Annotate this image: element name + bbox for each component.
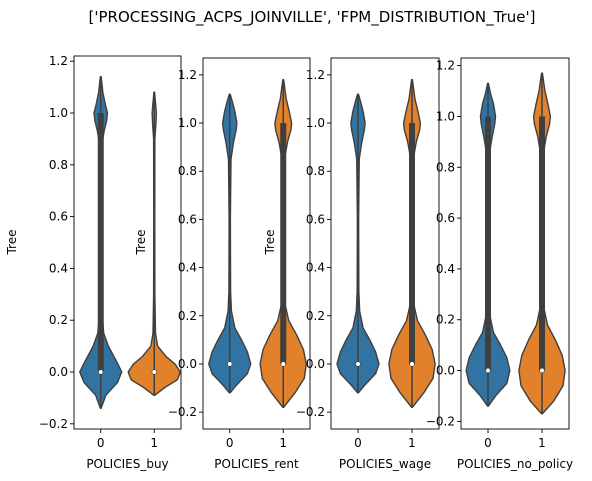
y-tick-label: 0.2: [178, 309, 197, 323]
x-tick-label: 0: [97, 436, 105, 450]
violin-iqr-0: [485, 116, 491, 371]
panel-2: −0.2 0.0 0.2 0.4 0.6 0.8 1.0 1.2 0 1 POLICIES_rent…: [134, 57, 311, 471]
violin-median-1: [539, 367, 545, 374]
y-tick-label: −0.2: [426, 414, 455, 428]
y-tick-label: 0.6: [306, 212, 325, 226]
x-axis-label: POLICIES_no_policy: [457, 457, 573, 471]
y-tick-label: 0.4: [436, 262, 455, 276]
y-tick-label: 1.0: [306, 116, 325, 130]
y-tick-label: 1.2: [49, 54, 68, 68]
y-tick-label: 0.8: [49, 158, 68, 172]
y-tick-label: 0.4: [306, 261, 325, 275]
y-tick-label: 0.0: [178, 357, 197, 371]
panel-3: −0.2 0.0 0.2 0.4 0.6 0.8 1.0 1.2 0 1 POLICIES_wage…: [263, 57, 440, 471]
y-axis-label: Tree: [5, 229, 19, 255]
y-tick-label: 1.2: [306, 68, 325, 82]
y-tick-label: −0.2: [168, 405, 197, 419]
x-tick-label: 1: [408, 436, 416, 450]
x-tick-label: 0: [354, 436, 362, 450]
axes-frame: [460, 57, 570, 430]
y-tick-label: 0.0: [436, 364, 455, 378]
y-axis-label: Tree: [263, 229, 277, 255]
y-tick-label: 1.0: [436, 109, 455, 123]
violin-median-1: [151, 369, 157, 375]
y-tick-label: 0.2: [49, 313, 68, 327]
y-tick-label: 1.0: [49, 106, 68, 120]
x-tick-label: 1: [150, 436, 158, 450]
figure-title: ['PROCESSING_ACPS_JOINVILLE', 'FPM_DISTR…: [89, 8, 536, 27]
y-tick-label: 0.2: [436, 313, 455, 327]
y-tick-label: −0.2: [296, 405, 325, 419]
y-tick-label: 1.2: [436, 59, 455, 73]
violin-median-0: [98, 369, 104, 375]
violin-median-0: [355, 361, 361, 367]
y-tick-label: 0.6: [436, 211, 455, 225]
violin-median-1: [280, 361, 286, 367]
violin-median-1: [409, 361, 415, 367]
panel-1: −0.2 0.0 0.2 0.4 0.6 0.8 1.0 1.2 0 1 POLICIES_buy T…: [5, 54, 182, 471]
y-tick-label: 0.2: [306, 309, 325, 323]
violin-iqr-1: [409, 123, 415, 364]
y-tick-label: −0.2: [39, 417, 68, 431]
violin-median-0: [485, 367, 491, 374]
axes-frame: [73, 55, 182, 430]
y-tick-label: 0.8: [178, 164, 197, 178]
violin-iqr-0: [97, 112, 104, 373]
y-tick-label: 0.6: [178, 212, 197, 226]
y-tick-label: 0.4: [49, 261, 68, 275]
x-axis-label: POLICIES_rent: [214, 457, 299, 471]
panels: −0.2 0.0 0.2 0.4 0.6 0.8 1.0 1.2 0 1 POLICIES_buy T…: [5, 54, 573, 471]
y-tick-label: 1.0: [178, 116, 197, 130]
x-tick-label: 0: [484, 436, 492, 450]
y-tick-label: 0.0: [306, 357, 325, 371]
y-tick-label: 0.8: [306, 164, 325, 178]
y-tick-label: 0.4: [178, 261, 197, 275]
violin-iqr-1: [280, 123, 287, 364]
axes-frame: [330, 57, 440, 430]
axes-frame: [202, 57, 311, 430]
x-axis-label: POLICIES_buy: [86, 457, 168, 471]
x-axis-label: POLICIES_wage: [339, 457, 431, 471]
y-tick-label: 0.8: [436, 160, 455, 174]
x-tick-label: 1: [279, 436, 287, 450]
x-tick-label: 0: [226, 436, 234, 450]
panel-4: −0.2 0.0 0.2 0.4 0.6 0.8 1.0 1.2 0 1 POLICIES_no_p…: [426, 57, 573, 471]
y-axis-label: Tree: [134, 229, 148, 255]
violin-median-0: [227, 361, 233, 367]
y-tick-label: 0.6: [49, 210, 68, 224]
violin-iqr-1: [539, 116, 545, 371]
x-tick-label: 1: [538, 436, 546, 450]
y-tick-label: 0.0: [49, 365, 68, 379]
y-tick-label: 1.2: [178, 68, 197, 82]
